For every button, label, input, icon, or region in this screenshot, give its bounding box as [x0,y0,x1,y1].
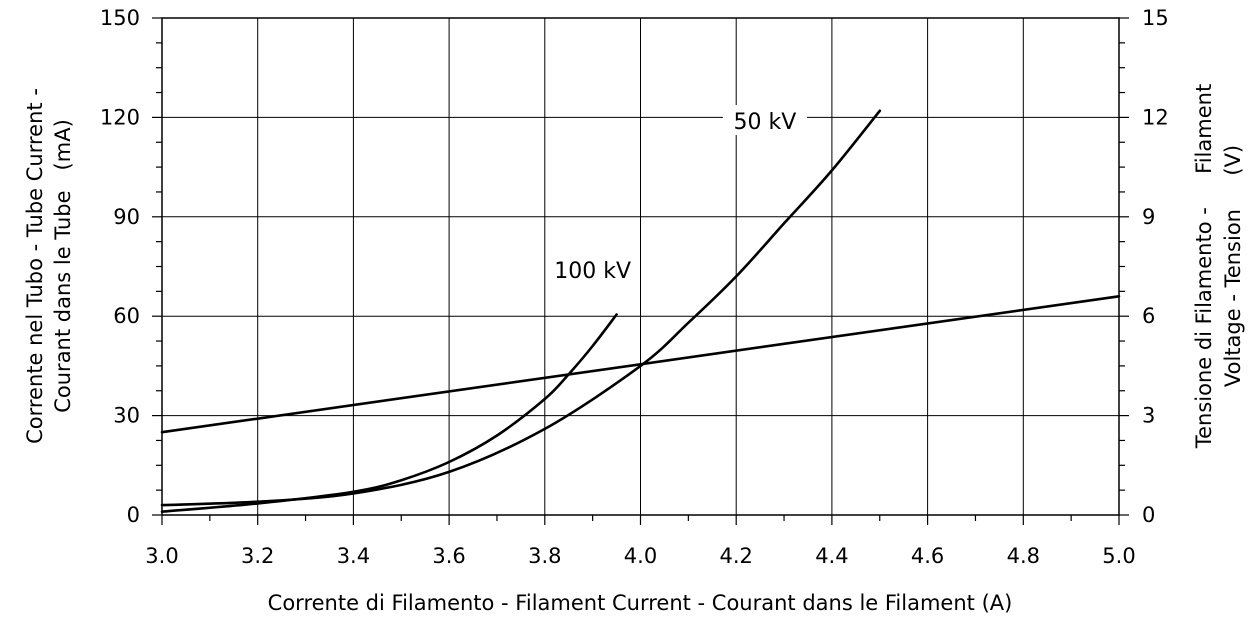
x-tick-label: 3.0 [145,544,178,568]
y-right-tick-label: 3 [1142,404,1155,428]
curve-labels: 100 kV 50 kV [550,105,807,285]
y-right-tick-label: 6 [1142,304,1155,328]
y-left-tick-label: 60 [113,304,140,328]
curve-label-background [722,105,807,136]
y-right-tick-label: 12 [1142,105,1169,129]
gridlines [162,18,1119,515]
x-tick-label: 4.0 [624,544,657,568]
filament-voltage-line [160,295,1121,434]
series-lines [160,109,1121,513]
y-left-axis-title-line-1: Corrente nel Tubo - Tube Current - [23,88,47,444]
x-tick-label: 4.8 [1007,544,1040,568]
y-left-tick-label: 120 [100,105,140,129]
x-tick-label: 3.4 [337,544,370,568]
x-tick-label: 3.2 [241,544,274,568]
y-left-tick-label: 90 [113,205,140,229]
curve-label: 100 kV [554,259,631,284]
y-right-axis-title-line-2: Voltage - Tension (V) [1221,145,1245,387]
x-tick-label: 3.6 [432,544,465,568]
y-right-tick-label: 0 [1142,503,1155,527]
y-left-tick-label: 30 [113,404,140,428]
x-axis-title: Corrente di Filamento - Filament Current… [268,591,1013,615]
x-tick-label: 4.4 [815,544,848,568]
x-tick-label: 4.6 [911,544,944,568]
y-left-tick-labels: 0 30 60 90 120 150 [100,6,140,527]
y-left-tick-label: 150 [100,6,140,30]
y-left-tick-label: 0 [127,503,140,527]
y-right-tick-label: 15 [1142,6,1169,30]
curve-label: 50 kV [734,110,797,135]
x-tick-label: 5.0 [1102,544,1135,568]
y-left-axis-title: Corrente nel Tubo - Tube Current - Coura… [23,88,75,444]
x-tick-label: 4.2 [719,544,752,568]
y-right-tick-labels: 0 3 6 9 12 15 [1142,6,1169,527]
y-left-axis-title-line-2: Courant dans le Tube (mA) [51,119,75,413]
x-tick-labels: 3.0 3.2 3.4 3.6 3.8 4.0 4.2 4.4 4.6 4.8 5.0 [145,544,1135,568]
tube-current-curve-100-kv [160,313,618,513]
y-right-axis-title-line-1: Tensione di Filamento - Filament [1192,84,1216,449]
y-right-axis-title: Tensione di Filamento - Filament Voltage… [1192,84,1245,449]
y-right-tick-label: 9 [1142,205,1155,229]
tube-current-curve-50-kv [160,109,882,507]
tick-marks [152,17,1129,525]
curve-label-background [550,254,635,285]
x-tick-label: 3.8 [528,544,561,568]
